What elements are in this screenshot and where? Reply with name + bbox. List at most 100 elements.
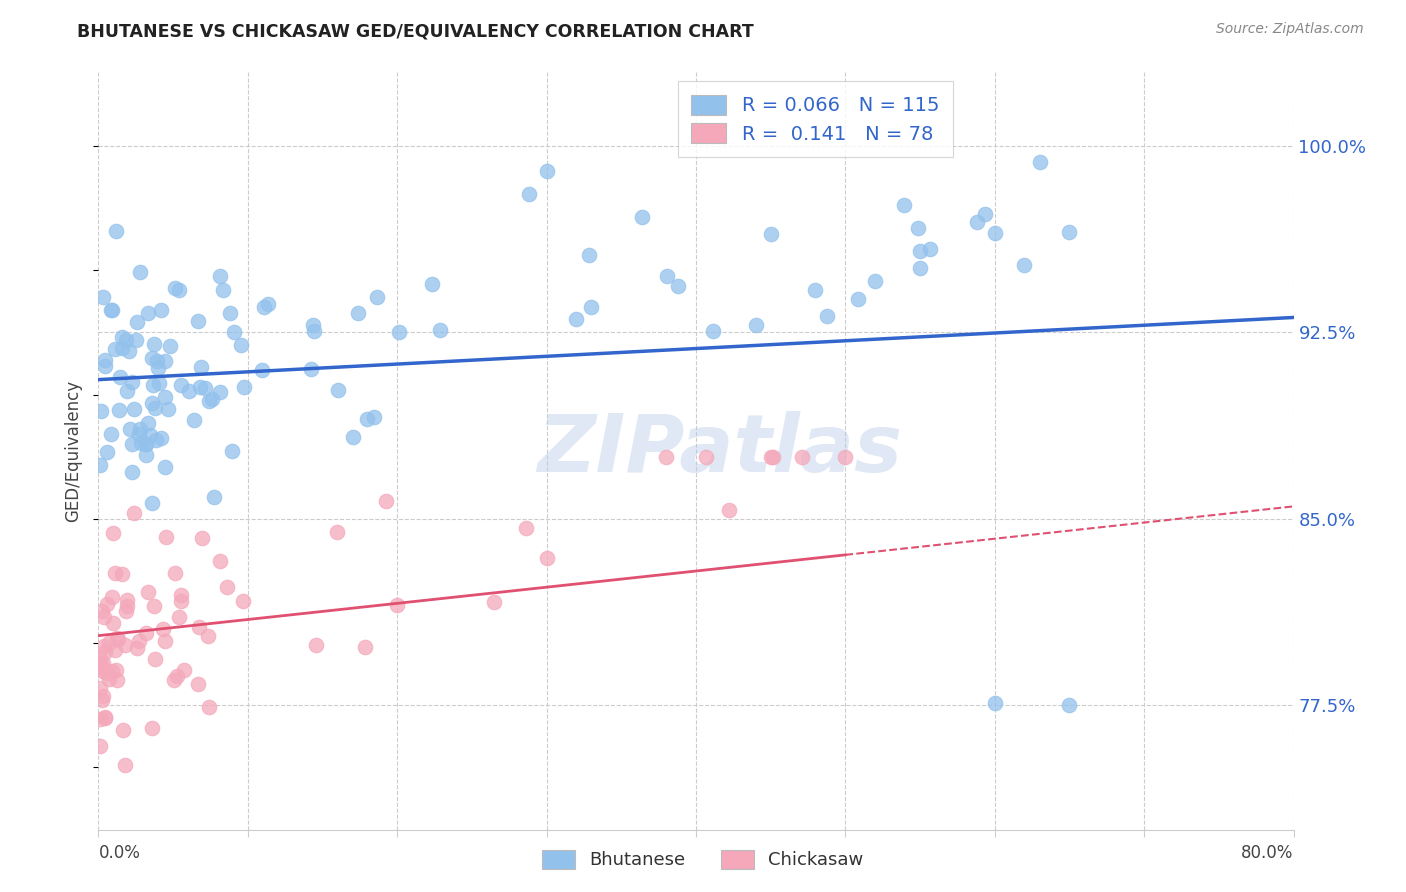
Point: [100, 302, 122, 317]
Point: [186, 314, 208, 328]
Point: [142, 378, 165, 392]
Point: [121, 465, 143, 479]
Point: [229, 337, 252, 351]
Point: [218, 306, 240, 320]
Point: [115, 604, 138, 618]
Point: [91, 656, 114, 670]
Point: [91, 693, 114, 707]
Point: [105, 224, 128, 238]
Point: [429, 323, 451, 337]
Point: [94, 711, 117, 725]
Point: [666, 279, 689, 293]
Point: [173, 663, 195, 677]
Point: [107, 632, 129, 646]
Point: [910, 244, 932, 258]
Point: [815, 309, 838, 323]
Point: [108, 370, 131, 384]
Point: [170, 377, 193, 392]
Point: [356, 411, 378, 425]
Point: [135, 437, 157, 451]
Point: [187, 677, 209, 691]
Point: [114, 757, 136, 772]
Point: [759, 227, 782, 242]
Point: [482, 595, 505, 609]
Point: [139, 428, 162, 442]
Point: [169, 594, 191, 608]
Point: [198, 699, 221, 714]
Point: [166, 669, 188, 683]
Point: [121, 376, 143, 390]
Point: [107, 673, 129, 688]
Point: [143, 599, 166, 613]
Point: [122, 506, 145, 520]
Point: [94, 709, 117, 723]
Point: [201, 392, 224, 407]
Point: [165, 566, 187, 580]
Point: [153, 390, 176, 404]
Point: [366, 290, 388, 304]
Point: [655, 268, 678, 283]
Point: [155, 634, 177, 648]
Point: [374, 494, 396, 508]
Point: [152, 622, 174, 636]
Point: [91, 605, 114, 619]
Point: [100, 664, 122, 678]
Point: [191, 531, 214, 545]
Point: [96, 597, 118, 611]
Point: [103, 615, 125, 630]
Point: [117, 593, 139, 607]
Point: [803, 283, 825, 297]
Point: [718, 503, 741, 517]
Point: [1059, 225, 1081, 239]
Point: [304, 638, 326, 652]
Point: [131, 435, 153, 450]
Point: [135, 448, 157, 462]
Point: [143, 336, 166, 351]
Point: [159, 339, 181, 353]
Point: [232, 594, 254, 608]
Point: [108, 403, 131, 417]
Point: [100, 590, 122, 604]
Point: [536, 163, 558, 178]
Point: [208, 268, 231, 283]
Point: [104, 642, 127, 657]
Point: [581, 300, 603, 314]
Point: [120, 422, 142, 436]
Point: [149, 303, 172, 318]
Point: [197, 629, 219, 643]
Point: [655, 450, 678, 464]
Point: [104, 566, 127, 580]
Point: [135, 437, 157, 451]
Point: [695, 450, 717, 464]
Point: [326, 525, 349, 540]
Point: [1059, 698, 1081, 713]
Text: BHUTANESE VS CHICKASAW GED/EQUIVALENCY CORRELATION CHART: BHUTANESE VS CHICKASAW GED/EQUIVALENCY C…: [77, 22, 754, 40]
Point: [141, 395, 163, 409]
Point: [299, 362, 322, 376]
Point: [135, 625, 157, 640]
Point: [91, 664, 114, 678]
Point: [153, 353, 176, 368]
Point: [96, 444, 118, 458]
Point: [984, 227, 1007, 241]
Point: [966, 215, 988, 229]
Point: [93, 639, 115, 653]
Point: [974, 207, 997, 221]
Point: [252, 300, 274, 314]
Point: [115, 333, 138, 347]
Point: [759, 450, 782, 464]
Point: [1012, 258, 1035, 272]
Point: [93, 609, 115, 624]
Point: [202, 490, 225, 504]
Point: [194, 380, 217, 394]
Point: [762, 450, 785, 464]
Point: [149, 431, 172, 445]
Point: [188, 379, 211, 393]
Point: [198, 393, 221, 408]
Point: [104, 343, 127, 357]
Point: [94, 645, 117, 659]
Point: [190, 360, 212, 375]
Point: [221, 443, 243, 458]
Point: [565, 312, 588, 326]
Point: [177, 384, 200, 398]
